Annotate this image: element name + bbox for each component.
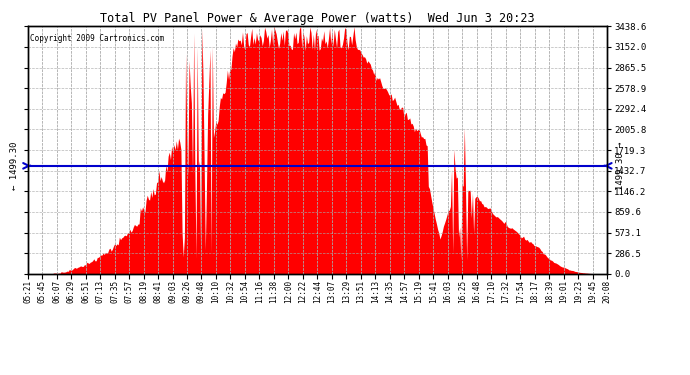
Text: Copyright 2009 Cartronics.com: Copyright 2009 Cartronics.com — [30, 34, 165, 43]
Title: Total PV Panel Power & Average Power (watts)  Wed Jun 3 20:23: Total PV Panel Power & Average Power (wa… — [100, 12, 535, 25]
Text: ← 1499.30: ← 1499.30 — [10, 142, 19, 190]
Text: 1499.30 →: 1499.30 → — [615, 142, 624, 190]
